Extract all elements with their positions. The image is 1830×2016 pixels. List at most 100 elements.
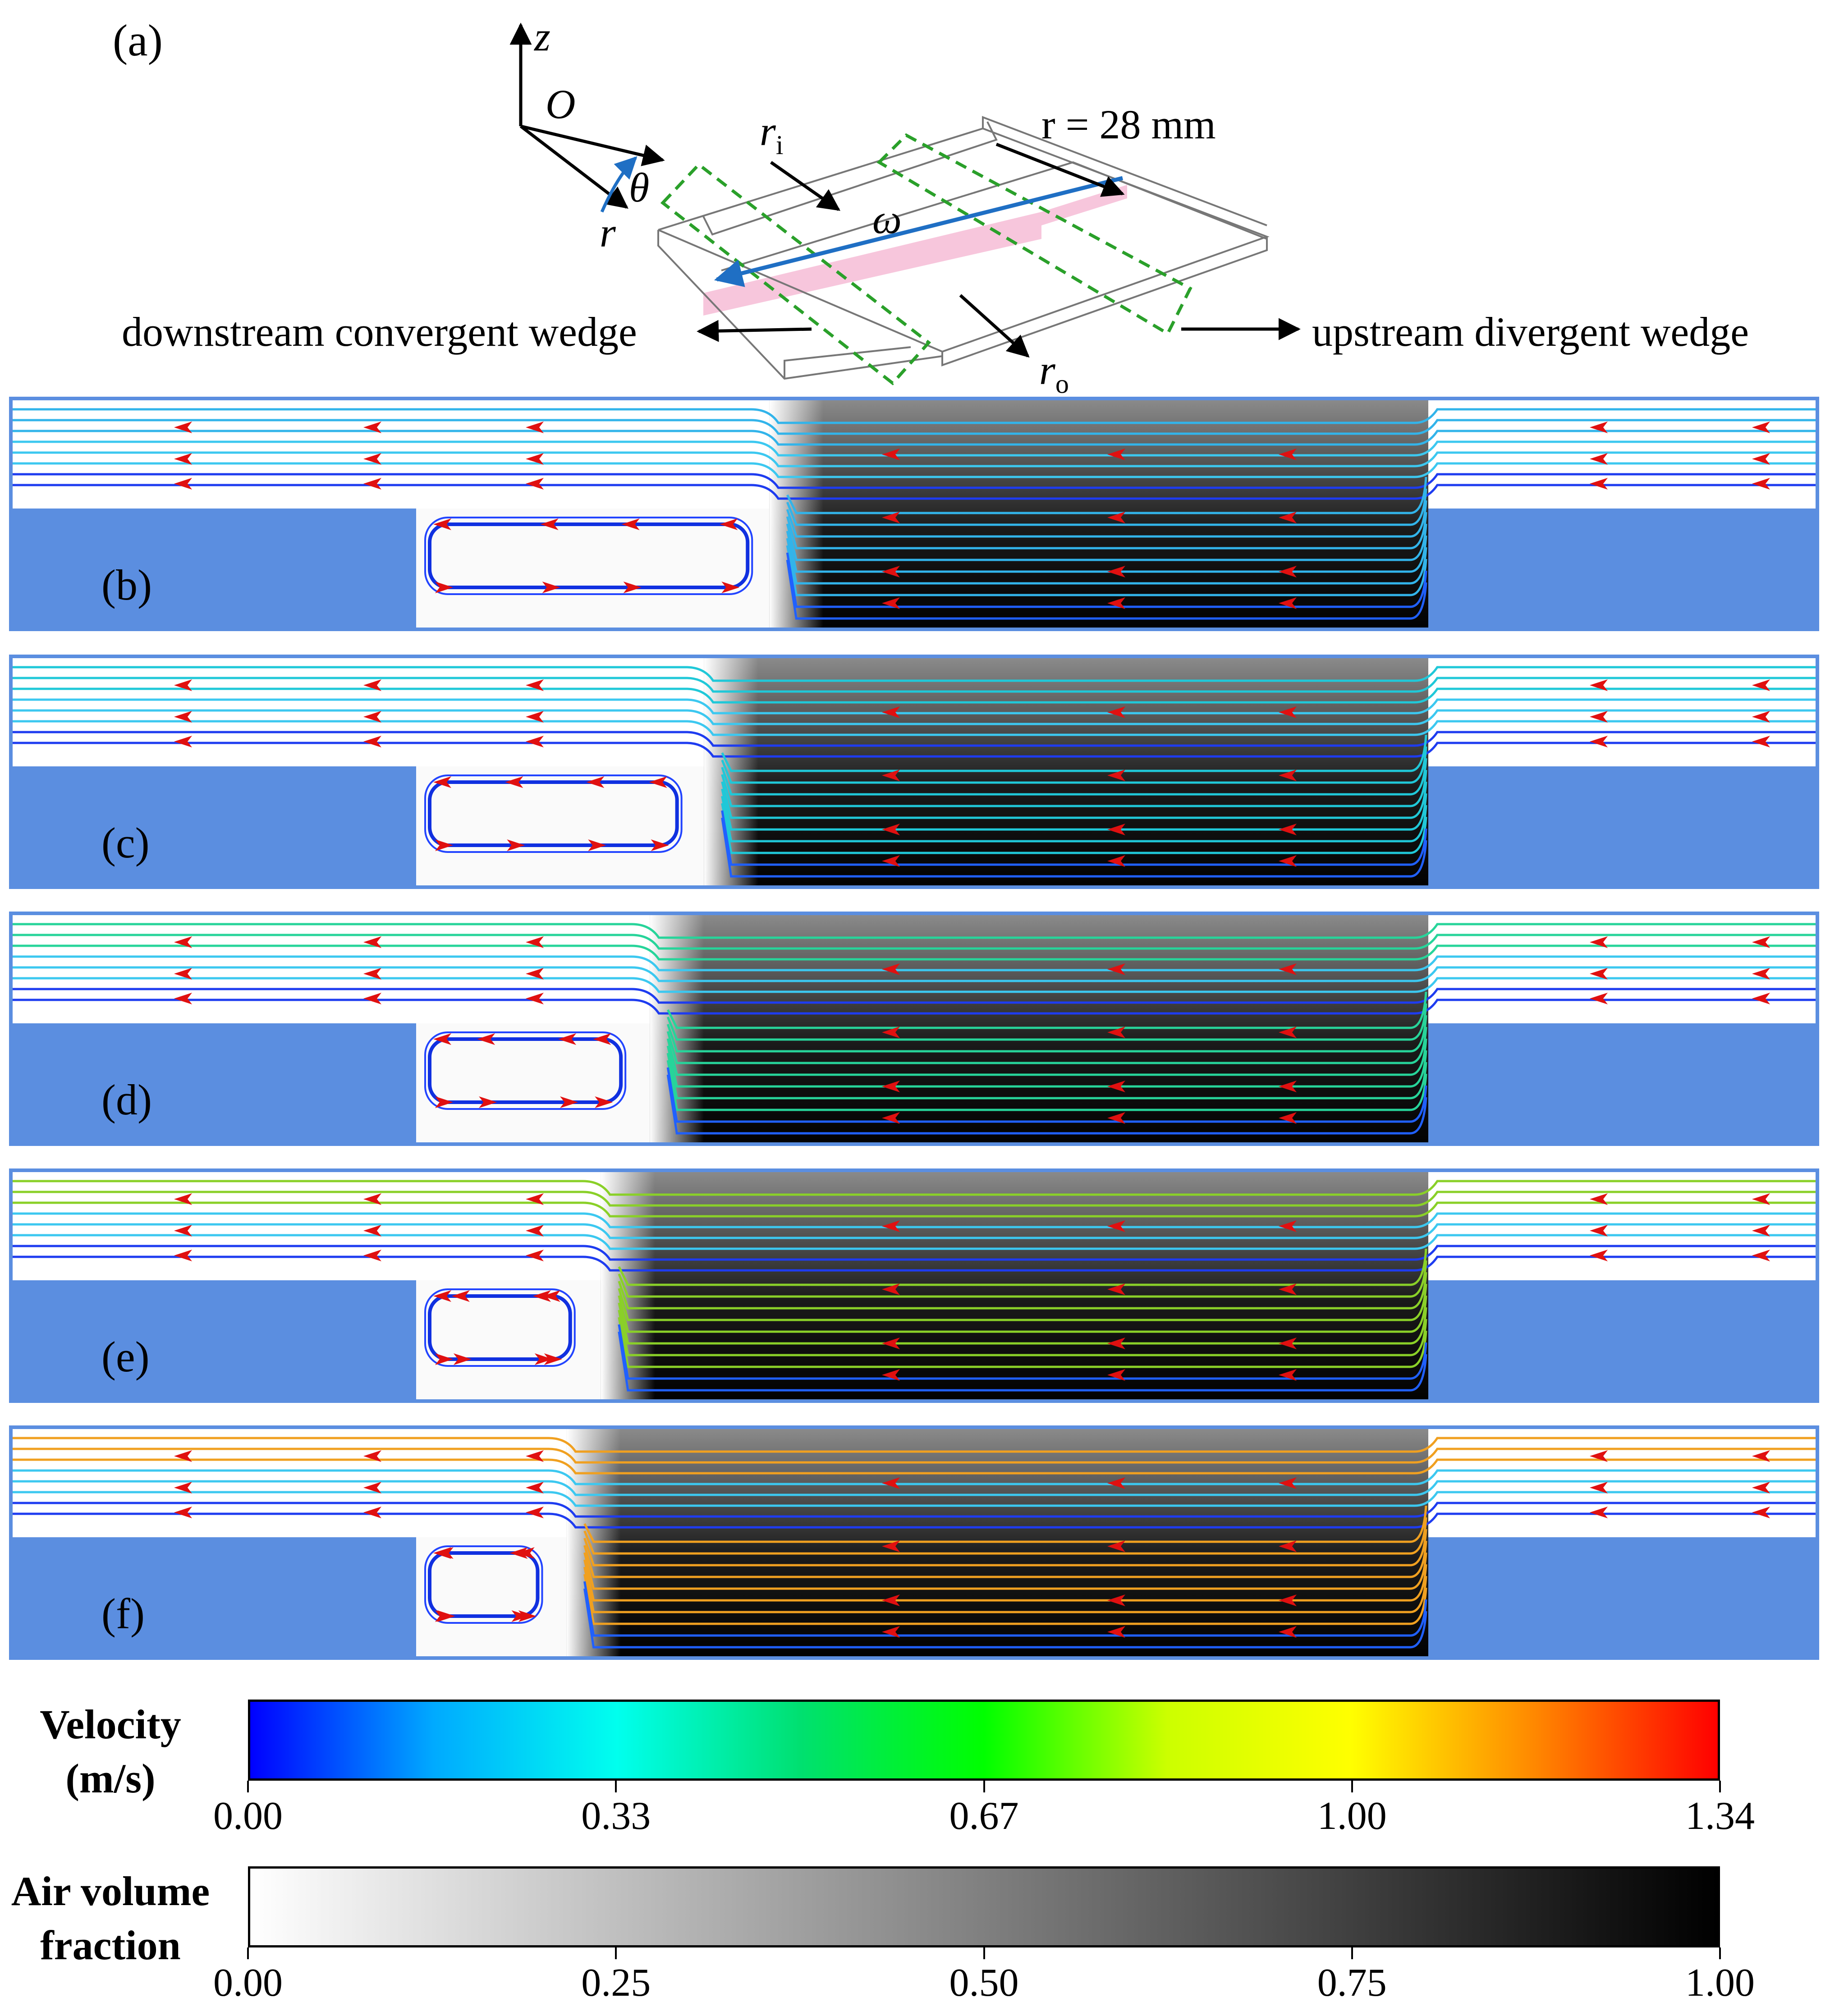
flow-arrow [526, 1482, 544, 1494]
flow-arrow [882, 1594, 900, 1606]
streamline [618, 1260, 1427, 1298]
flow-arrow [363, 1450, 381, 1462]
flow-arrow [1752, 711, 1770, 723]
streamline [13, 955, 1816, 971]
streamline [13, 440, 1816, 457]
flow-panel [9, 1425, 1819, 1660]
flow-arrow [558, 1033, 577, 1045]
flow-arrow [526, 1225, 544, 1237]
flow-arrow [1279, 1112, 1297, 1124]
flow-arrow [1107, 597, 1125, 609]
flow-arrow [560, 1096, 578, 1108]
streamline [13, 944, 1816, 961]
flow-arrow [453, 1353, 472, 1365]
streamline [618, 1324, 1427, 1380]
flow-arrow [882, 1477, 900, 1489]
flow-arrow [174, 1482, 192, 1494]
streamline [786, 500, 1427, 538]
wall-right [1428, 509, 1816, 628]
flow-arrow [1752, 453, 1770, 465]
tick-label: 1.00 [1317, 1794, 1387, 1838]
flow-arrow [1279, 1626, 1297, 1638]
flow-arrow [174, 1507, 192, 1518]
flow-arrow [363, 936, 381, 948]
flow-arrow [1107, 449, 1125, 460]
flow-arrow [1279, 1026, 1297, 1038]
streamline [13, 966, 1816, 982]
flow-arrow [586, 776, 605, 788]
streamline [13, 687, 1816, 704]
streamline [13, 988, 1816, 1004]
streamlines [13, 1437, 1816, 1649]
tick-label: 0.67 [949, 1794, 1019, 1838]
flow-arrow [534, 1353, 553, 1365]
panel-label: (d) [101, 1076, 152, 1124]
flow-arrow [1279, 1594, 1297, 1606]
streamline [618, 1283, 1427, 1321]
flow-arrow [437, 1610, 455, 1622]
tick-mark [615, 1947, 617, 1959]
streamline [13, 742, 1816, 758]
direction-arrows [174, 679, 1770, 867]
streamlines [13, 1180, 1816, 1392]
axis-r-label: r [600, 210, 616, 256]
tick-label: 0.50 [949, 1961, 1019, 2005]
flow-arrow [1279, 1477, 1297, 1489]
wall-right [1428, 1537, 1816, 1656]
flow-arrow [435, 582, 453, 593]
flow-arrow [1279, 824, 1297, 835]
streamline [666, 1045, 1427, 1088]
flow-arrow [507, 839, 525, 851]
tick-mark [983, 1781, 985, 1792]
streamline [666, 1053, 1427, 1100]
liquid-cavity [416, 1023, 650, 1142]
flow-arrow [433, 518, 451, 530]
flow-arrow [1752, 1507, 1770, 1518]
flow-arrow [479, 1096, 497, 1108]
streamline [13, 1191, 1816, 1207]
streamline [13, 1212, 1816, 1228]
flow-field [13, 400, 1816, 628]
flow-arrow [595, 1096, 613, 1108]
streamline [13, 1245, 1816, 1261]
flow-arrow [526, 679, 544, 691]
wall-right [1428, 766, 1816, 885]
tick-label: 0.00 [213, 1794, 283, 1838]
flow-arrow [505, 776, 523, 788]
streamline [721, 817, 1427, 878]
flow-arrow [540, 518, 559, 530]
gas-interface [601, 1172, 655, 1399]
liquid-cavity [416, 509, 770, 628]
flow-arrow [1107, 1626, 1125, 1638]
streamline [721, 796, 1427, 843]
recirculation-loop [424, 1545, 543, 1624]
flow-arrow [1590, 453, 1608, 465]
panel-label: (f) [101, 1590, 145, 1638]
streamline [721, 788, 1427, 831]
flow-arrow [174, 679, 192, 691]
tick-mark [247, 1781, 249, 1792]
streamline [13, 1201, 1816, 1218]
gas-interface [704, 658, 758, 885]
flow-arrow [882, 1026, 900, 1038]
tick-label: 0.75 [1317, 1961, 1387, 2005]
flow-arrow [1279, 449, 1297, 460]
flow-arrow [882, 1220, 900, 1232]
omega-label: ω [872, 196, 902, 242]
flow-arrow [433, 1033, 451, 1045]
flow-arrow [174, 453, 192, 465]
tick-label: 0.25 [581, 1961, 651, 2005]
flow-arrow [433, 1290, 451, 1302]
flow-arrow [544, 1353, 562, 1365]
radius-value-label: r = 28 mm [1041, 101, 1216, 147]
streamline [666, 1067, 1427, 1123]
streamline [13, 1502, 1816, 1518]
flow-arrow [593, 1033, 611, 1045]
streamline [13, 484, 1816, 500]
streamline [721, 746, 1427, 784]
recirculation-loop [424, 1288, 576, 1367]
flow-arrow [526, 993, 544, 1004]
flow-arrow [882, 1626, 900, 1638]
flow-arrow [1107, 770, 1125, 781]
flow-arrow [882, 855, 900, 867]
